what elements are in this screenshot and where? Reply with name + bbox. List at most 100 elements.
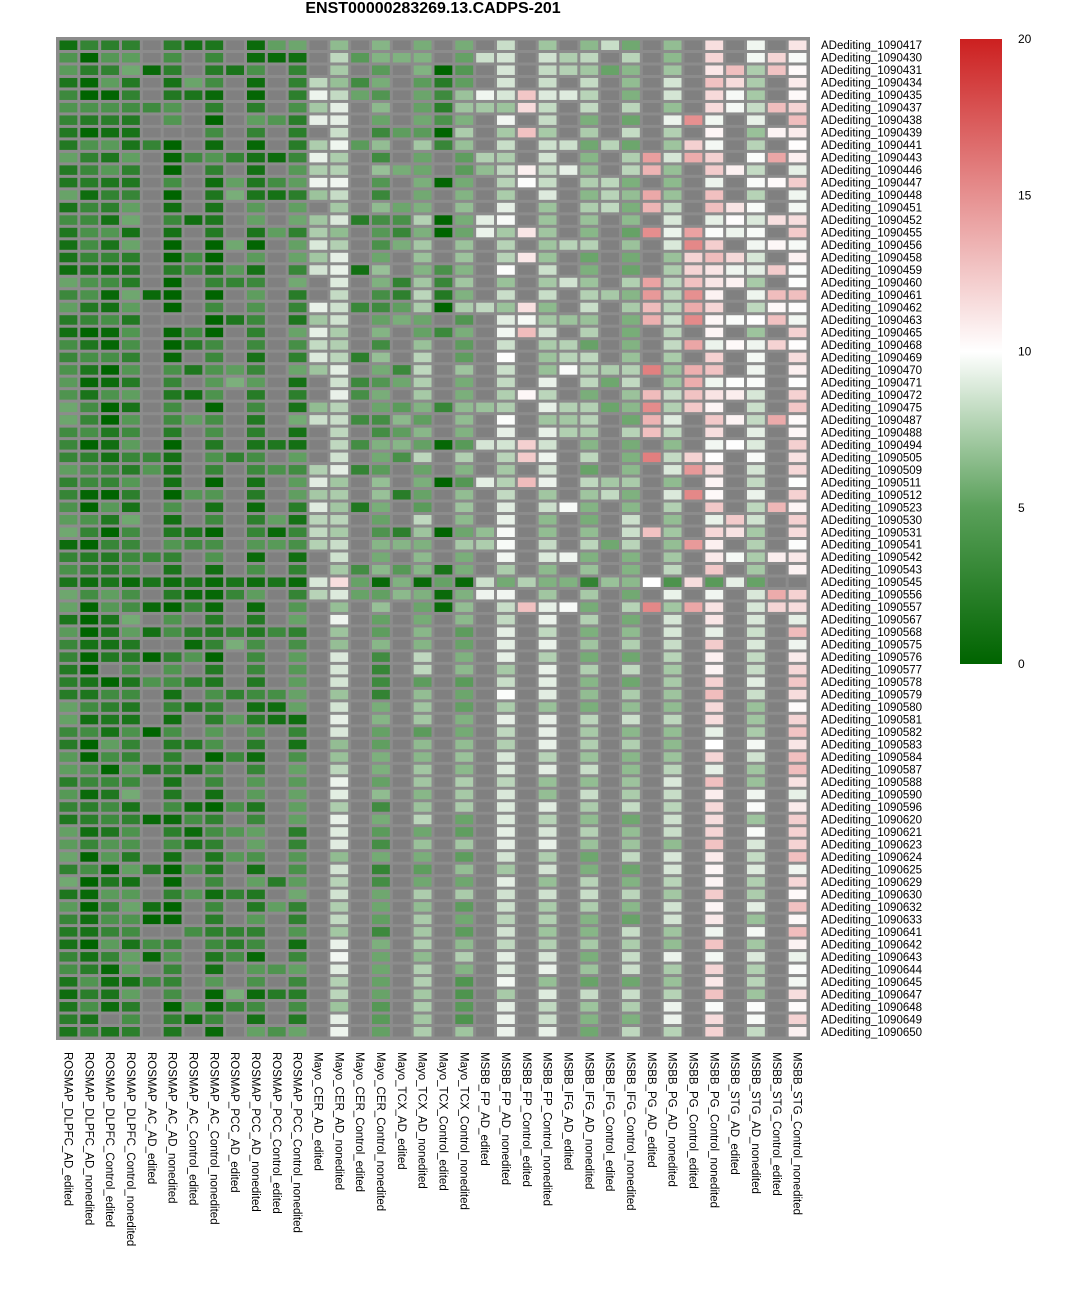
heatmap-cell: [559, 127, 578, 138]
heatmap-cell: [288, 939, 307, 950]
heatmap-cell: [372, 240, 390, 250]
heatmap-cell: [476, 327, 494, 338]
heatmap-cell: [788, 702, 807, 712]
heatmap-cell: [184, 752, 203, 762]
heatmap-cell: [788, 252, 807, 263]
heatmap-cell: [309, 564, 328, 575]
heatmap-cell: [663, 564, 682, 575]
heatmap-cell: [580, 502, 599, 513]
heatmap-cell: [497, 377, 515, 388]
heatmap-cell: [205, 402, 224, 413]
heatmap-cell: [517, 927, 536, 937]
heatmap-cell: [642, 77, 661, 88]
heatmap-cell: [622, 240, 640, 250]
heatmap-cell: [267, 415, 286, 425]
heatmap-cell: [330, 490, 349, 500]
heatmap-cell: [122, 652, 140, 662]
heatmap-cell: [747, 352, 765, 363]
heatmap-cell: [288, 602, 307, 612]
heatmap-cell: [142, 914, 161, 925]
heatmap-cell: [205, 964, 224, 975]
heatmap-cell: [517, 652, 536, 662]
heatmap-cell: [392, 639, 411, 650]
heatmap-cell: [413, 564, 432, 575]
heatmap-cell: [559, 602, 578, 612]
heatmap-cell: [434, 964, 453, 975]
heatmap-cell: [580, 265, 599, 275]
heatmap-cell: [559, 664, 578, 675]
heatmap-cell: [372, 302, 390, 313]
heatmap-cell: [122, 265, 140, 275]
heatmap-cell: [309, 739, 328, 750]
heatmap-cell: [226, 40, 244, 50]
heatmap-cell: [726, 252, 744, 263]
heatmap-cell: [101, 914, 119, 925]
heatmap-cell: [455, 702, 474, 712]
heatmap-cell: [455, 240, 474, 250]
heatmap-cell: [184, 515, 203, 525]
heatmap-cell: [247, 452, 265, 463]
heatmap-cell: [80, 540, 99, 550]
heatmap-cell: [330, 240, 349, 250]
heatmap-cell: [122, 1027, 140, 1037]
heatmap-cell: [226, 852, 244, 862]
heatmap-cell: [59, 989, 78, 1000]
heatmap-cell: [80, 964, 99, 975]
heatmap-cell: [601, 115, 619, 125]
heatmap-cell: [580, 127, 599, 138]
heatmap-cell: [642, 415, 661, 425]
heatmap-cell: [184, 989, 203, 1000]
heatmap-cell: [497, 964, 515, 975]
heatmap-cell: [497, 315, 515, 325]
heatmap-cell: [351, 427, 369, 438]
heatmap-cell: [726, 102, 744, 113]
heatmap-cell: [663, 964, 682, 975]
heatmap-cell: [267, 402, 286, 413]
heatmap-cell: [788, 564, 807, 575]
heatmap-cell: [392, 390, 411, 400]
heatmap-cell: [205, 764, 224, 775]
heatmap-cell: [247, 290, 265, 300]
heatmap-cell: [59, 764, 78, 775]
heatmap-cell: [434, 390, 453, 400]
heatmap-cell: [163, 527, 182, 537]
heatmap-cell: [684, 577, 703, 587]
row-label: ADediting_1090460: [821, 278, 922, 290]
heatmap-cell: [163, 115, 182, 125]
heatmap-cell: [309, 877, 328, 887]
heatmap-cell: [101, 927, 119, 937]
heatmap-cell: [101, 352, 119, 363]
heatmap-cell: [309, 952, 328, 962]
heatmap-cell: [205, 290, 224, 300]
heatmap-cell: [267, 864, 286, 875]
heatmap-cell: [601, 902, 619, 912]
heatmap-cell: [767, 727, 786, 737]
heatmap-cell: [497, 502, 515, 513]
heatmap-cell: [663, 1002, 682, 1012]
heatmap-cell: [705, 677, 724, 687]
heatmap-cell: [497, 952, 515, 962]
heatmap-cell: [684, 952, 703, 962]
heatmap-cell: [205, 814, 224, 825]
row-label: ADediting_1090439: [821, 128, 922, 140]
heatmap-cell: [726, 564, 744, 575]
heatmap-cell: [288, 190, 307, 200]
heatmap-cell: [497, 977, 515, 987]
heatmap-cell: [330, 552, 349, 562]
heatmap-cell: [663, 165, 682, 175]
heatmap-cell: [747, 127, 765, 138]
heatmap-cell: [101, 265, 119, 275]
heatmap-cell: [788, 365, 807, 375]
heatmap-cell: [267, 1002, 286, 1012]
heatmap-cell: [434, 739, 453, 750]
heatmap-cell: [622, 52, 640, 63]
heatmap-cell: [726, 802, 744, 812]
heatmap-cell: [184, 177, 203, 188]
heatmap-cell: [267, 727, 286, 737]
heatmap-cell: [142, 177, 161, 188]
heatmap-cell: [80, 65, 99, 75]
heatmap-cell: [726, 877, 744, 887]
heatmap-cell: [747, 902, 765, 912]
heatmap-cell: [413, 215, 432, 225]
heatmap-cell: [684, 77, 703, 88]
